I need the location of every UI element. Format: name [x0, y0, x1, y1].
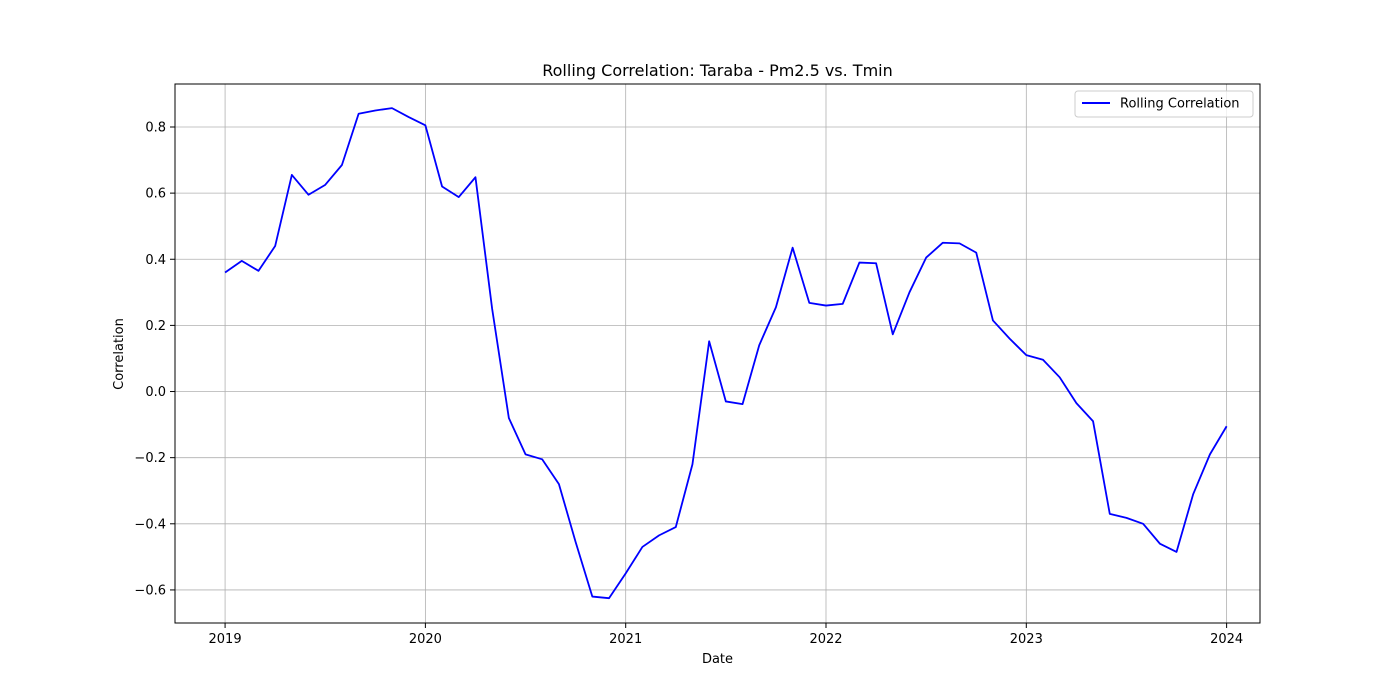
- x-axis-ticks: 2019 2020 2021 2022 2023 2024: [209, 623, 1243, 647]
- y-tick-label: −0.6: [134, 583, 166, 598]
- chart-title: Rolling Correlation: Taraba - Pm2.5 vs. …: [542, 61, 893, 80]
- x-axis-label: Date: [702, 652, 733, 667]
- legend: Rolling Correlation: [1074, 90, 1254, 118]
- x-tick-label: 2022: [809, 632, 842, 647]
- plot-frame: [174, 83, 1261, 624]
- y-tick-label: 0.8: [145, 120, 166, 135]
- y-tick-label: 0.6: [145, 187, 166, 202]
- legend-label: Rolling Correlation: [1120, 97, 1240, 112]
- y-axis-ticks: −0.6 −0.4 −0.2 0.0 0.2 0.4 0.6 0.8: [134, 120, 175, 598]
- x-tick-label: 2020: [409, 632, 442, 647]
- y-tick-label: 0.4: [145, 253, 166, 268]
- x-tick-label: 2024: [1210, 632, 1243, 647]
- y-tick-label: −0.4: [134, 517, 166, 532]
- series-layer: [224, 107, 1228, 600]
- x-tick-label: 2023: [1010, 632, 1043, 647]
- grid-lines: [175, 84, 1260, 623]
- x-tick-label: 2019: [209, 632, 242, 647]
- x-tick-label: 2021: [609, 632, 642, 647]
- legend-box: [1074, 90, 1254, 118]
- series-line-rolling-correlation: [224, 107, 1228, 600]
- y-tick-label: −0.2: [134, 451, 166, 466]
- y-tick-label: 0.2: [145, 319, 166, 334]
- y-axis-label: Correlation: [112, 318, 127, 390]
- y-tick-label: 0.0: [145, 385, 166, 400]
